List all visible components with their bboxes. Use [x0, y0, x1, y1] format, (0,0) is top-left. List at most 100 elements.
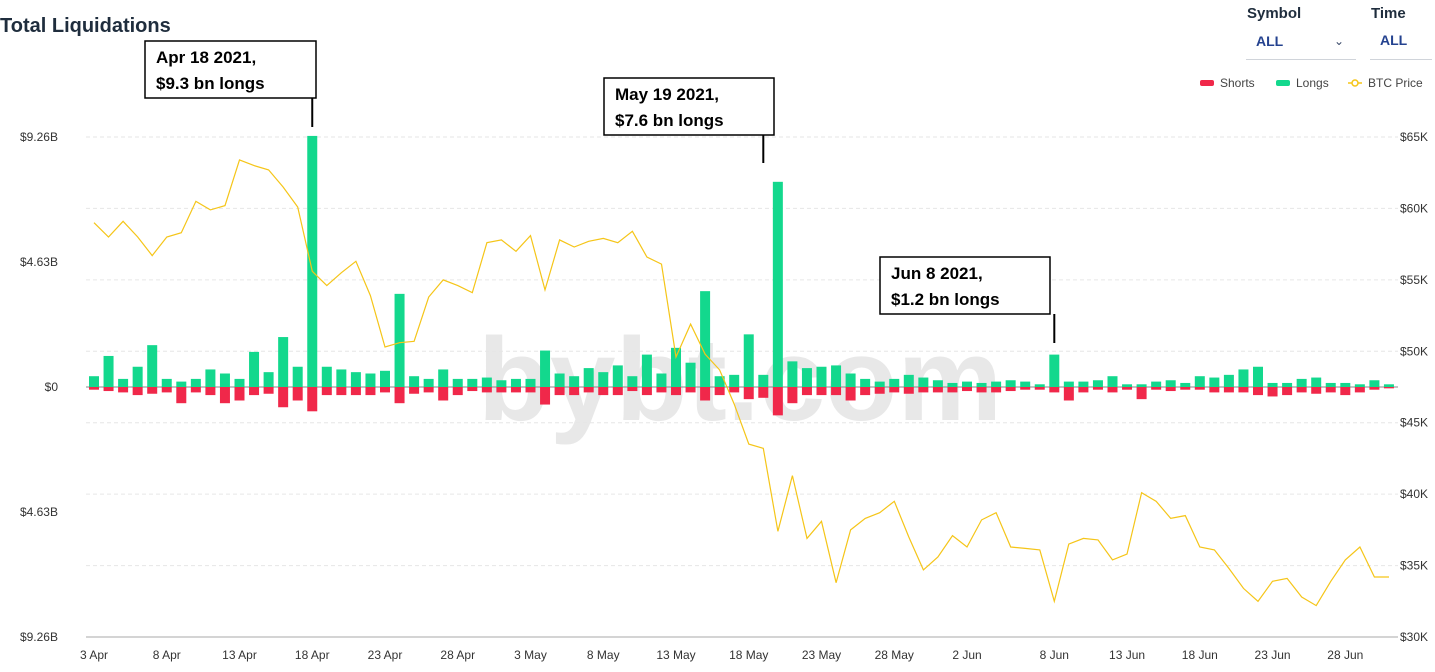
shorts-bar — [918, 387, 929, 393]
longs-bar — [496, 380, 507, 387]
x-tick-label: 18 Jun — [1182, 648, 1218, 662]
longs-bar — [452, 378, 463, 387]
longs-bar — [845, 373, 856, 387]
x-tick-label: 18 May — [729, 648, 768, 662]
shorts-bar — [249, 387, 260, 396]
shorts-bar — [380, 387, 390, 393]
longs-bar — [278, 337, 289, 387]
shorts-bar — [540, 387, 551, 405]
longs-bar — [1194, 376, 1205, 387]
shorts-bar — [729, 387, 740, 393]
x-tick-label: 8 Jun — [1040, 648, 1069, 662]
shorts-bar — [1092, 387, 1103, 390]
longs-bar — [860, 378, 871, 387]
shorts-bar — [554, 387, 565, 396]
longs-bar — [1078, 381, 1089, 387]
annotation-box — [603, 77, 775, 136]
longs-bar — [1354, 384, 1365, 387]
x-tick-label: 13 Jun — [1109, 648, 1145, 662]
legend-longs-swatch — [1276, 80, 1290, 86]
longs-bar — [540, 350, 551, 387]
longs-bar — [787, 361, 798, 387]
time-select-value[interactable]: ALL — [1380, 32, 1407, 50]
shorts-bar — [219, 387, 230, 404]
shorts-bar — [758, 387, 769, 398]
shorts-bar — [1325, 387, 1336, 393]
shorts-bar — [947, 387, 958, 393]
time-selector[interactable]: Time — [1371, 5, 1406, 22]
longs-bar — [525, 378, 536, 387]
shorts-bar — [205, 387, 216, 396]
longs-bar — [685, 362, 696, 387]
shorts-bar — [452, 387, 463, 396]
legend-longs-label: Longs — [1296, 76, 1329, 90]
shorts-bar — [903, 387, 914, 394]
watermark: bybt.com — [478, 314, 1003, 446]
shorts-bar — [1311, 387, 1322, 394]
longs-bar — [205, 369, 216, 387]
btc-price-line — [93, 159, 1389, 607]
shorts-bar — [583, 387, 594, 393]
shorts-bar — [1383, 387, 1394, 389]
shorts-bar — [627, 387, 638, 392]
x-tick-label: 28 Jun — [1327, 648, 1363, 662]
longs-bar — [1296, 378, 1307, 387]
annotation-line2: $7.6 bn longs — [615, 111, 724, 130]
longs-bar — [438, 369, 449, 387]
longs-bar — [1383, 384, 1394, 387]
shorts-bar — [685, 387, 696, 393]
shorts-bar — [481, 387, 492, 393]
shorts-bar — [714, 387, 725, 396]
time-underline — [1370, 59, 1432, 60]
longs-bar — [962, 381, 972, 387]
annotation-line2: $1.2 bn longs — [891, 290, 1000, 309]
shorts-bar — [496, 387, 507, 393]
right-tick-label: $65K — [1400, 130, 1428, 144]
x-tick-label: 28 May — [875, 648, 914, 662]
shorts-bar — [525, 387, 536, 393]
shorts-bar — [394, 387, 405, 404]
longs-bar — [89, 376, 99, 387]
longs-bar — [874, 381, 885, 387]
shorts-bar — [321, 387, 332, 396]
shorts-bar — [889, 387, 900, 393]
longs-bar — [1092, 380, 1103, 387]
annotation-line2: $9.3 bn longs — [156, 74, 265, 93]
shorts-bar — [612, 387, 623, 396]
shorts-bar — [292, 387, 303, 401]
time-value: ALL — [1380, 32, 1408, 48]
longs-bar — [336, 369, 347, 387]
symbol-selector[interactable]: Symbol — [1247, 5, 1301, 22]
longs-bar — [1034, 384, 1045, 387]
shorts-bar — [816, 387, 827, 396]
chevron-down-icon[interactable]: ⌄ — [1334, 34, 1345, 48]
shorts-bar — [1136, 387, 1147, 400]
longs-bar — [1151, 381, 1162, 387]
longs-bar — [1136, 384, 1147, 387]
shorts-bar — [743, 387, 754, 400]
shorts-bar — [772, 387, 783, 416]
longs-bar — [612, 365, 623, 387]
shorts-bar — [932, 387, 943, 393]
annotation-box — [879, 256, 1051, 315]
x-tick-label: 2 Jun — [952, 648, 981, 662]
symbol-value: ALL — [1256, 33, 1284, 49]
shorts-bar — [132, 387, 143, 396]
shorts-bar — [1122, 387, 1133, 390]
x-tick-label: 8 Apr — [153, 648, 181, 662]
shorts-bar — [1354, 387, 1365, 393]
time-label: Time — [1371, 5, 1406, 22]
shorts-bar — [1049, 387, 1060, 393]
shorts-bar — [190, 387, 201, 393]
shorts-bar — [1194, 387, 1205, 390]
legend-btc-price-marker — [1351, 79, 1359, 87]
longs-bar — [147, 345, 158, 387]
annotation-box — [144, 40, 317, 99]
shorts-bar — [787, 387, 798, 404]
shorts-bar — [569, 387, 580, 396]
symbol-select-value[interactable]: ALL — [1256, 33, 1283, 51]
longs-bar — [481, 377, 492, 387]
longs-bar — [932, 380, 943, 387]
longs-bar — [801, 368, 812, 387]
